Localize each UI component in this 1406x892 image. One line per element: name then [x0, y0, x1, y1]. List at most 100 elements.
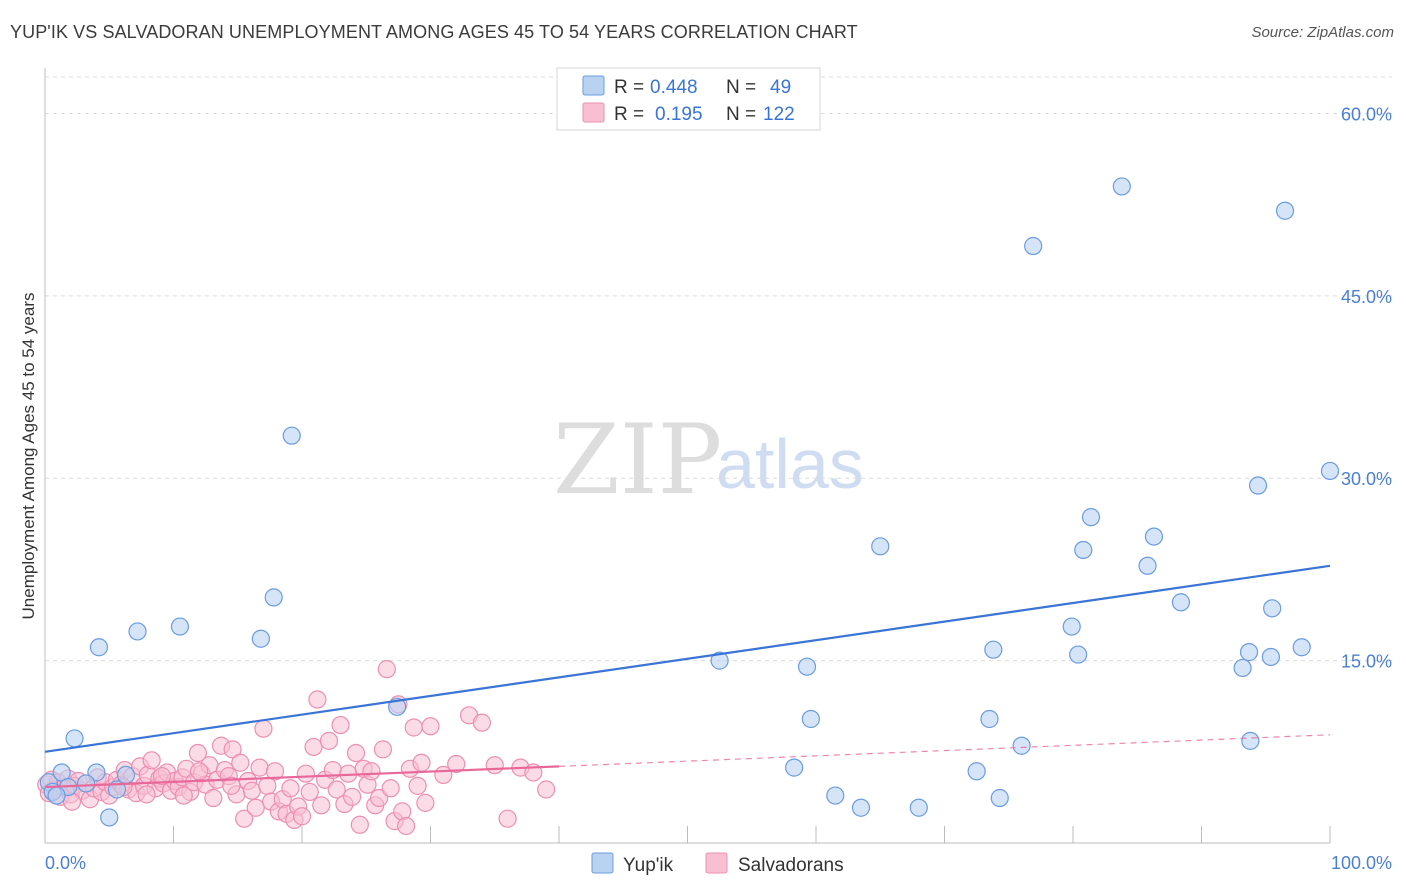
- yupik-point: [801, 709, 820, 729]
- yupik-point: [990, 788, 1009, 808]
- salvadorans-trendline-extension: [558, 734, 1331, 767]
- salvadorans-point: [331, 715, 350, 735]
- salvadorans-point: [308, 690, 327, 709]
- salvadorans-point: [304, 737, 323, 757]
- yupik-point: [984, 640, 1003, 659]
- salvadorans-point: [281, 779, 300, 798]
- yupik-point: [1261, 647, 1280, 667]
- legend-r-value-salvadorans: 0.195: [655, 104, 703, 125]
- salvadorans-point: [447, 754, 466, 774]
- yupik-point: [65, 729, 84, 748]
- yupik-point: [77, 774, 96, 793]
- yupik-point: [387, 697, 407, 716]
- grid: [45, 76, 1392, 662]
- yupik-point: [89, 638, 109, 657]
- bottom-legend-label-salvadorans: Salvadorans: [738, 855, 844, 876]
- trendlines: [44, 564, 1331, 789]
- bottom-legend: Yup'ik Salvadorans: [591, 852, 844, 876]
- bottom-legend-swatch-salvadorans: [705, 852, 728, 874]
- salvadorans-point: [346, 743, 366, 763]
- salvadorans-point: [421, 717, 440, 736]
- salvadorans-point: [350, 815, 369, 834]
- yupik-point: [980, 709, 999, 729]
- legend-n-label-salvadorans: N =: [726, 104, 756, 125]
- salvadorans-trendline: [44, 765, 560, 789]
- yupik-point: [282, 426, 301, 445]
- legend-n-value-yupik: 49: [770, 77, 791, 98]
- y-tick-label: 30.0%: [1341, 469, 1392, 489]
- legend-r-label-salvadorans: R =: [614, 104, 644, 125]
- bottom-legend-label-yupik: Yup'ik: [623, 855, 674, 876]
- yupik-point: [128, 622, 147, 641]
- salvadorans-point: [231, 753, 250, 772]
- salvadorans-point: [223, 740, 242, 759]
- salvadorans-point: [265, 762, 285, 781]
- yupik-point: [1024, 236, 1043, 256]
- yupik-trendline: [44, 564, 1331, 753]
- yupik-point: [826, 786, 845, 805]
- legend-swatch-salvadorans: [582, 102, 605, 123]
- yupik-point: [710, 651, 729, 670]
- salvadorans-point: [254, 719, 273, 738]
- yupik-point: [1069, 645, 1088, 664]
- x-tick-label-min: 0.0%: [45, 853, 86, 873]
- salvadorans-point: [404, 718, 423, 737]
- yupik-point: [851, 798, 871, 817]
- yupik-point: [1233, 658, 1252, 678]
- salvadorans-point: [246, 798, 265, 817]
- salvadorans-point: [537, 780, 556, 799]
- x-tick-label-max: 100.0%: [1331, 853, 1392, 873]
- yupik-point: [251, 629, 270, 648]
- salvadorans-point: [319, 731, 339, 750]
- yupik-point: [785, 758, 804, 777]
- y-tick-label: 60.0%: [1341, 104, 1392, 124]
- legend: R = 0.448 N = 49 R = 0.195 N = 122: [556, 67, 821, 131]
- yupik-point: [1012, 736, 1031, 755]
- salvadorans-point: [188, 743, 208, 763]
- yupik-point: [100, 808, 119, 827]
- salvadorans-point: [296, 764, 315, 783]
- yupik-point: [47, 786, 66, 805]
- salvadorans-point: [204, 788, 223, 808]
- salvadorans-point: [370, 788, 389, 808]
- y-axis-label: Unemployment Among Ages 45 to 54 years: [19, 293, 38, 620]
- tick-labels: 15.0% 30.0% 45.0% 60.0% 0.0% 100.0%: [45, 104, 1392, 873]
- yupik-point: [797, 657, 817, 676]
- y-tick-label: 15.0%: [1341, 652, 1392, 672]
- salvadorans-point: [250, 758, 269, 777]
- yupik-point: [1074, 540, 1093, 560]
- legend-n-value-salvadorans: 122: [763, 104, 795, 125]
- yupik-point: [1138, 556, 1157, 575]
- yupik-point: [264, 588, 283, 607]
- salvadorans-point: [235, 809, 254, 828]
- yupik-point: [909, 798, 928, 817]
- salvadorans-point: [412, 753, 431, 772]
- yupik-point: [1248, 476, 1268, 495]
- salvadorans-point: [381, 779, 400, 798]
- legend-r-value-yupik: 0.448: [650, 77, 698, 98]
- salvadorans-point: [373, 740, 393, 759]
- legend-r-label-yupik: R =: [614, 77, 644, 98]
- yupik-point: [1171, 593, 1191, 612]
- salvadorans-point: [137, 785, 156, 804]
- chart-title: YUP'IK VS SALVADORAN UNEMPLOYMENT AMONG …: [10, 22, 858, 42]
- salvadorans-point: [472, 713, 491, 732]
- yupik-point: [967, 762, 986, 781]
- salvadorans-point: [343, 787, 362, 806]
- yupik-point: [1263, 599, 1282, 618]
- yupik-point: [1292, 638, 1311, 657]
- axes: [44, 68, 1331, 844]
- salvadorans-point: [485, 756, 504, 775]
- yupik-point: [170, 617, 190, 636]
- yupik-point: [1239, 643, 1259, 662]
- yupik-point: [871, 537, 890, 556]
- salvadorans-point: [416, 793, 435, 812]
- salvadorans-point: [292, 807, 312, 826]
- y-tick-label: 45.0%: [1341, 287, 1392, 307]
- yupik-point: [1320, 461, 1340, 481]
- salvadorans-point: [190, 762, 209, 781]
- salvadorans-point: [396, 816, 416, 836]
- watermark-zip: ZIP: [553, 404, 722, 516]
- salvadorans-point: [222, 776, 241, 795]
- yupik-point: [1062, 617, 1081, 636]
